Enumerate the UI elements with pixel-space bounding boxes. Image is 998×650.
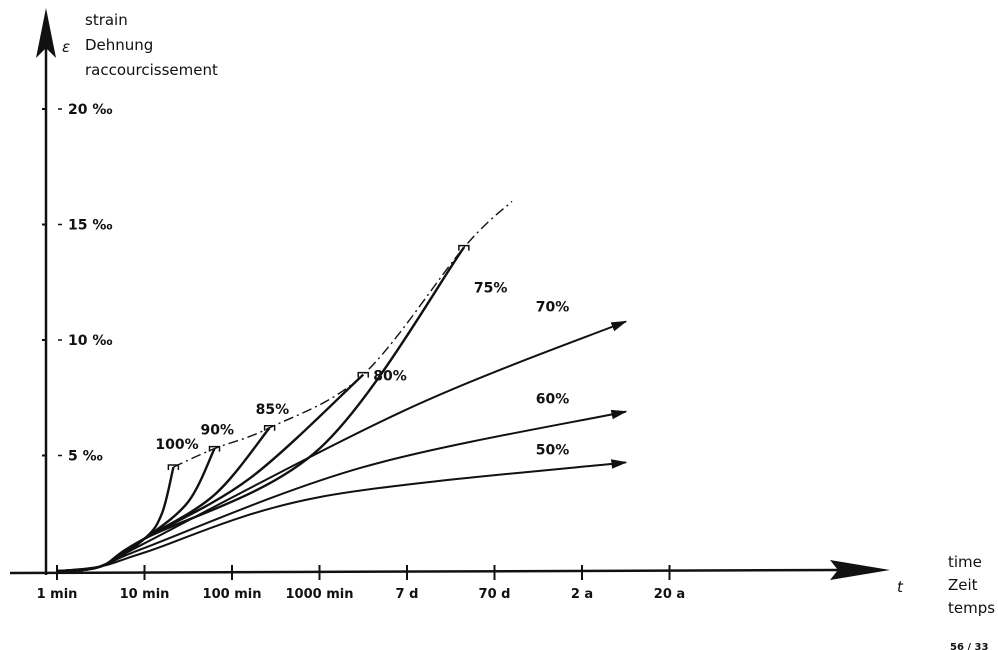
curve-label-75-pct: 75% bbox=[474, 281, 508, 297]
curve-label-70-pct: 70% bbox=[536, 300, 570, 316]
failure-envelope bbox=[173, 200, 513, 468]
x-tick-label-7-d: 7 d bbox=[396, 587, 419, 602]
x-tick-label-1000-min: 1000 min bbox=[286, 587, 354, 602]
curve-label-100-pct: 100% bbox=[155, 437, 198, 453]
x-tick-label-10-min: 10 min bbox=[120, 587, 170, 602]
failure-mark-80-pct bbox=[357, 371, 369, 378]
reference-code: 56 / 33 bbox=[950, 642, 988, 650]
curve-label-80-pct: 80% bbox=[373, 369, 407, 385]
x-tick-label-100-min: 100 min bbox=[203, 587, 262, 602]
curve-label-50-pct: 50% bbox=[536, 442, 570, 458]
x-axis-label-zeit: Zeit bbox=[948, 576, 978, 594]
x-tick-label-20-a: 20 a bbox=[654, 587, 685, 602]
x-tick-label-1-min: 1 min bbox=[37, 587, 78, 602]
y-ticks: 5 ‰ 10 ‰ 15 ‰ 20 ‰ bbox=[42, 102, 113, 465]
y-tick-label-5: 5 ‰ bbox=[68, 449, 103, 465]
y-axis bbox=[36, 8, 56, 575]
y-tick-label-10: 10 ‰ bbox=[68, 333, 113, 349]
curve-90-pct bbox=[56, 448, 216, 573]
x-axis-label-time: time bbox=[948, 553, 982, 571]
x-axis-label-temps: temps bbox=[948, 599, 995, 617]
y-axis-arrowhead bbox=[36, 8, 56, 58]
failure-mark-100-pct bbox=[167, 464, 180, 471]
curves bbox=[56, 244, 628, 573]
y-axis-label-raccourcissement: raccourcissement bbox=[85, 61, 218, 79]
y-axis-symbol: ε bbox=[62, 38, 70, 56]
failure-mark-90-pct bbox=[208, 445, 221, 452]
x-ticks: 1 min 10 min 100 min 1000 min 7 d 70 d 2 a 20 a bbox=[37, 565, 685, 602]
x-axis-symbol: t bbox=[897, 578, 904, 596]
curve-label-90-pct: 90% bbox=[201, 423, 235, 439]
curve-100-pct bbox=[56, 466, 175, 573]
x-axis-arrowhead bbox=[830, 560, 890, 580]
failure-mark-75-pct bbox=[458, 244, 470, 251]
failure-envelope-line bbox=[173, 200, 513, 468]
failure-mark-85-pct bbox=[263, 425, 276, 431]
y-tick-label-20: 20 ‰ bbox=[68, 102, 113, 118]
y-axis-label-dehnung: Dehnung bbox=[85, 36, 153, 54]
curve-50-pct bbox=[56, 459, 628, 572]
y-axis-label-strain: strain bbox=[85, 11, 128, 29]
x-tick-label-70-d: 70 d bbox=[479, 587, 511, 602]
curve-labels: 100%90% 85% 80% 75% 70% 60% 50% bbox=[155, 281, 569, 459]
curve-60-pct bbox=[56, 409, 628, 572]
curve-label-60-pct: 60% bbox=[536, 392, 570, 408]
y-tick-label-15: 15 ‰ bbox=[68, 218, 113, 234]
curve-label-85-pct: 85% bbox=[256, 402, 290, 418]
x-tick-label-2-a: 2 a bbox=[571, 587, 593, 602]
x-axis bbox=[9, 560, 890, 580]
curve-80-pct bbox=[56, 373, 365, 573]
